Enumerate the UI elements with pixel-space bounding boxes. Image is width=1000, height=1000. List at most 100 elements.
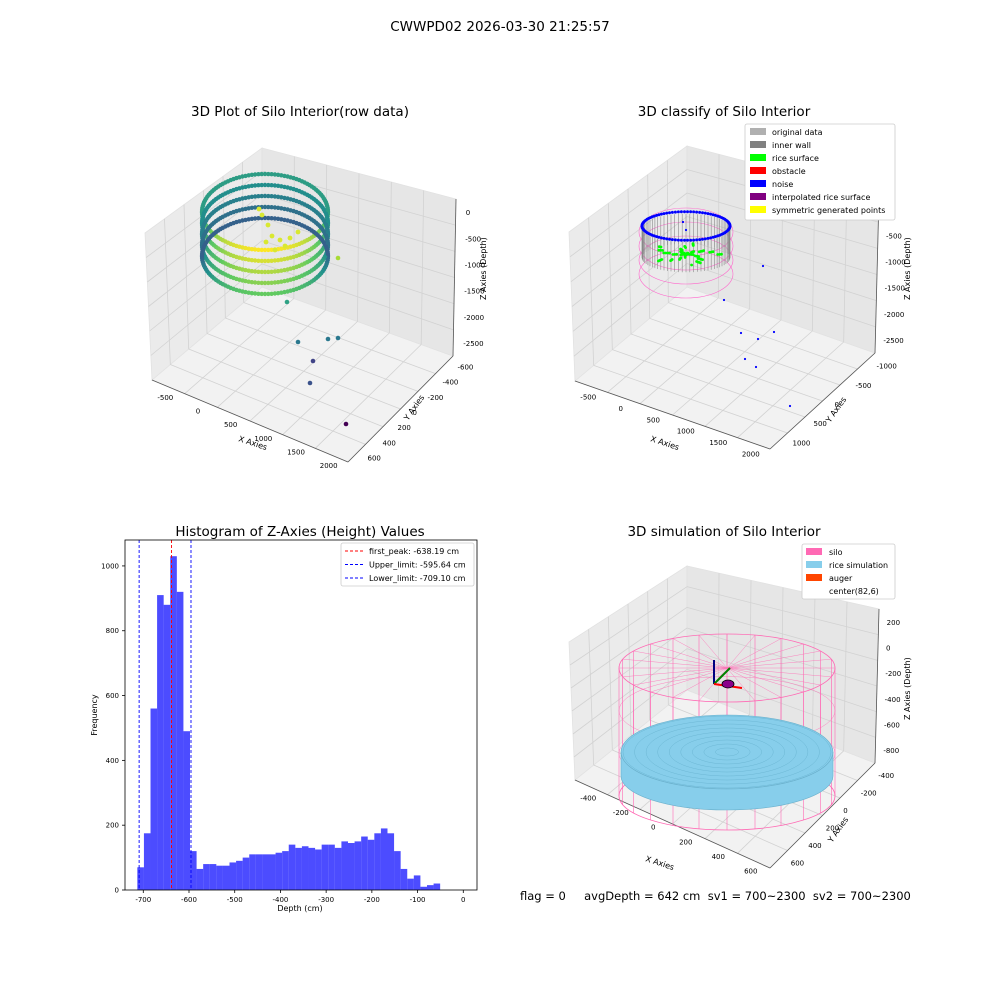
histogram-title: Histogram of Z-Axies (Height) Values (175, 524, 424, 540)
z-tick-label: -1500 (885, 285, 905, 293)
rice-surface-point (670, 258, 674, 261)
ring-point (266, 215, 271, 221)
x-tick-label: 0 (651, 824, 655, 832)
y-tick-label: 600 (791, 859, 804, 867)
silo-roof-line (726, 667, 832, 677)
noise-point (706, 212, 710, 216)
histogram-bar (394, 851, 401, 890)
surface-point (272, 247, 278, 253)
noise-point (756, 337, 760, 341)
rice-grid-ring (657, 727, 797, 777)
histogram-bar (222, 865, 230, 890)
y-tick-label: 200 (398, 424, 411, 432)
y-tick-label: 400 (383, 439, 396, 447)
figure-suptitle: CWWPD02 2026-03-30 21:25:57 (390, 19, 610, 35)
histogram-bar (308, 847, 316, 890)
legend-label: original data (772, 128, 823, 137)
silo-roof-line (622, 667, 728, 677)
ring-point (249, 172, 255, 177)
histogram-bar (295, 847, 302, 890)
histogram-bar (143, 833, 151, 890)
y-tick-label: -1000 (877, 363, 897, 371)
histogram-bar (150, 708, 158, 890)
x-tick-label: -400 (272, 896, 288, 904)
ring-point (259, 193, 264, 199)
noise-point (673, 210, 677, 214)
z-tick-label: -2000 (464, 314, 484, 322)
y-tick-label: 600 (106, 692, 119, 700)
legend-label: rice surface (772, 154, 819, 163)
y-tick-label: 800 (106, 627, 119, 635)
y-tick-label: 400 (808, 842, 821, 850)
histogram-bar (341, 841, 348, 890)
auger-marker (721, 679, 735, 689)
ring-point (272, 216, 278, 221)
rice-grid-ring (715, 747, 739, 757)
noise-point (659, 236, 663, 240)
legend-label: Upper_limit: -595.64 cm (369, 561, 466, 570)
x-tick-label: 500 (224, 421, 237, 429)
noise-point (659, 212, 663, 216)
rice-grid-ring (622, 715, 832, 789)
noise-point (668, 211, 671, 215)
y-tick-label: 0 (413, 409, 417, 417)
histogram-xlabel: Depth (cm) (277, 904, 322, 913)
ring-point (275, 269, 281, 274)
x-tick-label: -600 (181, 896, 197, 904)
rice-surface-point (679, 256, 683, 260)
x-tick-label: -200 (613, 809, 629, 817)
silo-roof-line (726, 667, 782, 698)
ring-point (266, 247, 271, 253)
rice-surface-point (690, 263, 693, 267)
outlier-point (343, 421, 349, 427)
noise-point (676, 238, 680, 242)
noise-point (679, 210, 683, 214)
noise-point (743, 357, 747, 361)
ring-point (256, 280, 261, 285)
y-tick-label: -400 (878, 772, 894, 780)
ring-point (256, 269, 261, 274)
outlier-point (335, 255, 341, 261)
noise-point (681, 220, 685, 224)
ring-point (259, 247, 264, 253)
noise-point (788, 404, 792, 408)
panel-classify-ylabel: Y Axies (824, 395, 849, 425)
rice-surface-point (684, 246, 687, 250)
z-tick-label: -2500 (463, 340, 483, 348)
histogram-bar (236, 860, 243, 890)
ring-point (266, 171, 271, 177)
noise-point (711, 213, 715, 217)
rice-surface-point (693, 254, 697, 258)
noise-point (655, 213, 659, 217)
ring-point (252, 280, 258, 285)
x-tick-label: -400 (580, 794, 596, 802)
silo-roof-line (726, 635, 756, 669)
ring-point (259, 269, 264, 275)
histogram-bar (413, 875, 421, 890)
legend-swatch (750, 193, 766, 200)
rice-surface-point (708, 250, 712, 254)
status-footer: flag = 0 avgDepth = 642 cm sv1 = 700~230… (520, 889, 911, 903)
y-tick-label: -600 (458, 364, 474, 372)
y-tick-label: 500 (814, 420, 827, 428)
y-axis-line (769, 352, 876, 450)
x-axis-line (574, 779, 771, 869)
histogram-bar (170, 556, 177, 890)
legend-swatch (806, 561, 822, 568)
surface-point (263, 239, 269, 245)
ring-point (266, 280, 271, 286)
histogram-bar (347, 843, 355, 890)
noise-point (689, 210, 693, 214)
z-tick-label: -1500 (464, 288, 484, 296)
x-tick-label: 200 (679, 838, 692, 846)
ring-point (325, 251, 331, 257)
ring-point (262, 280, 268, 286)
outlier-point (310, 358, 316, 364)
legend-label: rice simulation (829, 561, 888, 570)
histogram-bar (367, 839, 375, 890)
panel-simulation-legend: silo rice simulation auger center(82,6) (801, 543, 896, 600)
silo-roof-line (726, 667, 821, 686)
y-tick-label: 600 (368, 454, 381, 462)
x-tick-label: 0 (461, 896, 465, 904)
